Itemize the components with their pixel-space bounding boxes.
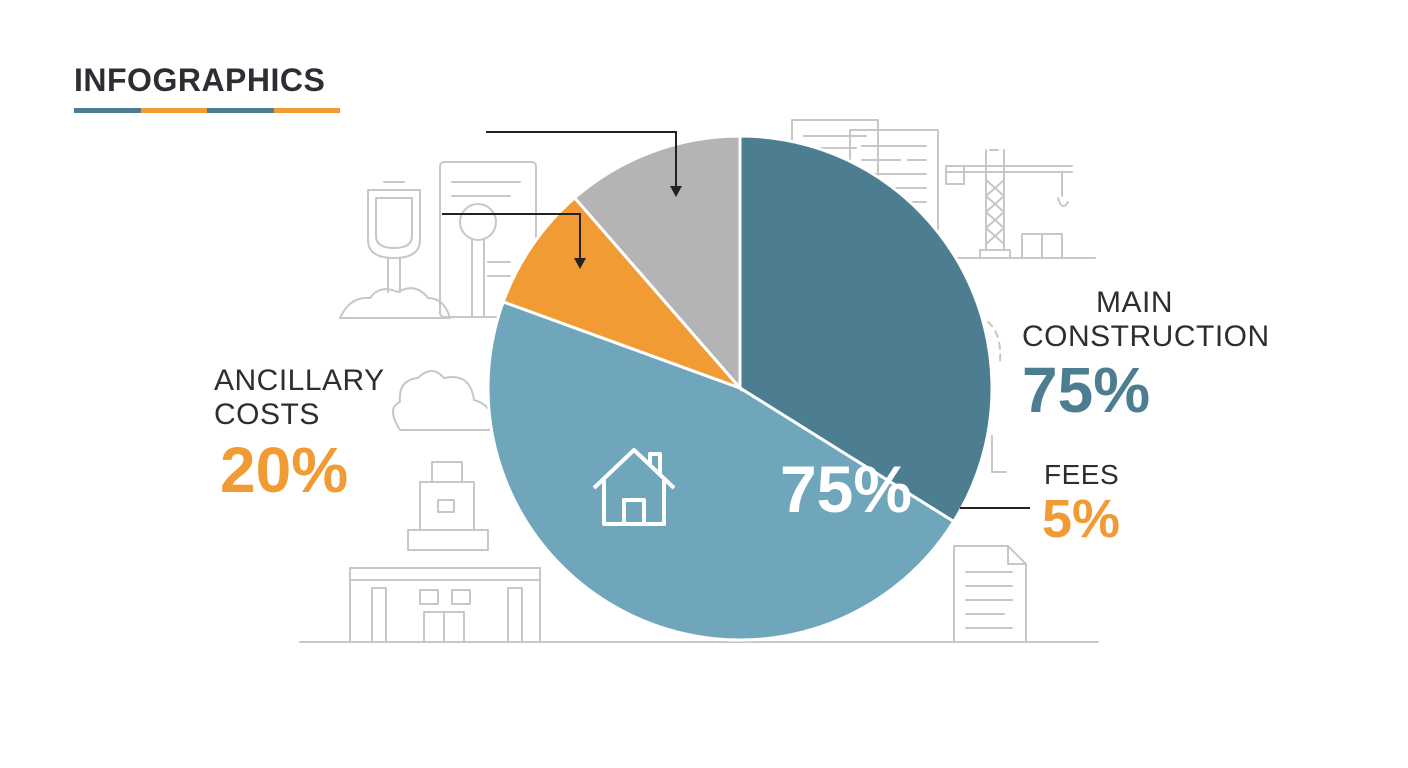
- pie-slice-main-construction-dark: [738, 134, 994, 524]
- underline-segment: [140, 108, 207, 113]
- ancillary-costs-line1: ANCILLARY: [214, 364, 385, 397]
- page-title: INFOGRAPHICS: [74, 62, 326, 98]
- leader-line-gray: [486, 131, 677, 190]
- fees-label: FEES: [1044, 459, 1120, 490]
- ancillary-costs-line2: COSTS: [214, 398, 320, 431]
- main-construction-line2: CONSTRUCTION: [1022, 320, 1270, 353]
- pie-slice-label: 75%: [780, 452, 912, 526]
- fees-percent: 5%: [1042, 489, 1121, 549]
- arrowhead: [670, 186, 682, 197]
- underline-segment: [74, 108, 141, 113]
- ancillary-costs-percent: 20%: [220, 434, 349, 506]
- title-underline: [74, 108, 340, 113]
- main-construction-percent: 75%: [1022, 354, 1151, 426]
- underline-segment: [273, 108, 340, 113]
- arrowhead: [574, 258, 586, 269]
- leader-line-orange: [442, 213, 581, 262]
- pie-slice-main-construction-light: [486, 299, 956, 642]
- signpost-icon: [339, 181, 451, 319]
- main-construction-label: MAIN: [1096, 286, 1173, 320]
- ancillary-costs-label: ANCILLARY COSTS: [214, 364, 385, 432]
- house-icon: [592, 448, 676, 526]
- crane-icon: [945, 149, 1096, 259]
- underline-segment: [207, 108, 274, 113]
- main-construction-line1: MAIN: [1096, 286, 1173, 319]
- main-construction-label-2: CONSTRUCTION: [1022, 320, 1270, 354]
- house-building-icon: [349, 461, 541, 643]
- gauge-mark: [991, 435, 1007, 473]
- document-icon: [953, 545, 1027, 643]
- pie-slice-ancillary-costs: [501, 195, 745, 392]
- pie-slices: [486, 134, 994, 642]
- dashed-arc: [987, 321, 1002, 363]
- pie-slice-fees: [572, 134, 742, 393]
- cloud-icon: [392, 370, 493, 431]
